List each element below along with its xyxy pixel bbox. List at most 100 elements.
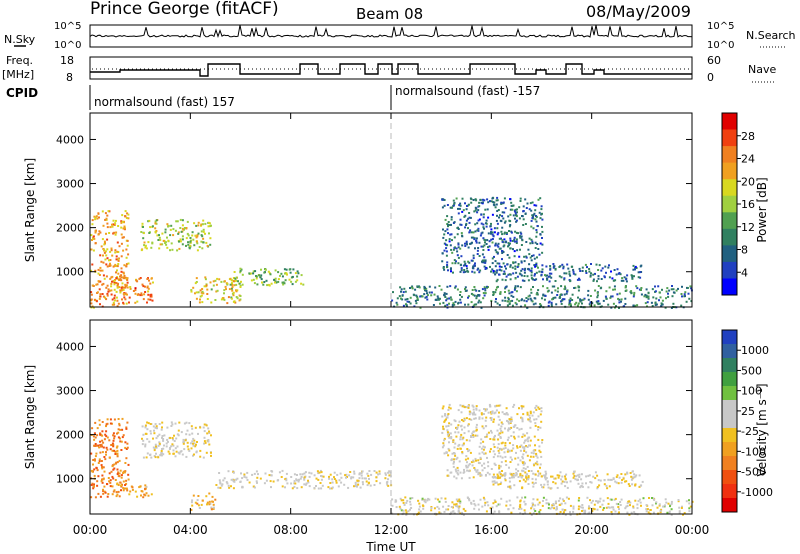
echo-cell (550, 303, 553, 306)
echo-cell (105, 430, 108, 433)
echo-cell (126, 421, 129, 424)
echo-cell (164, 242, 167, 244)
echo-cell (587, 298, 590, 301)
echo-cell (471, 267, 474, 270)
echo-cell (232, 487, 235, 490)
echo-cell (482, 496, 485, 499)
echo-cell (116, 449, 119, 452)
echo-cell (653, 498, 656, 501)
echo-cell (611, 295, 614, 298)
colorbar-swatch (722, 162, 737, 180)
echo-cell (541, 243, 544, 246)
echo-cell (101, 210, 104, 213)
echo-cell (454, 285, 457, 288)
echo-cell (90, 496, 93, 499)
echo-cell (444, 218, 447, 221)
echo-cell (119, 469, 122, 472)
echo-cell (118, 495, 121, 498)
echo-cell (551, 475, 554, 478)
echo-cell (426, 499, 429, 502)
echo-cell (113, 281, 116, 284)
echo-cell (539, 197, 542, 200)
echo-cell (554, 477, 557, 480)
echo-cell (319, 469, 322, 472)
echo-cell (214, 279, 217, 282)
echo-cell (176, 445, 179, 448)
echo-cell (344, 474, 347, 477)
echo-cell (124, 283, 127, 286)
echo-cell (457, 256, 460, 259)
echo-cell (577, 302, 580, 305)
echo-cell (481, 253, 484, 256)
echo-cell (461, 438, 464, 441)
echo-cell (633, 473, 636, 476)
echo-cell (446, 474, 449, 477)
echo-cell (231, 289, 234, 292)
echo-cell (491, 257, 494, 260)
echo-cell (482, 427, 485, 430)
echo-cell (520, 416, 523, 419)
echo-cell (121, 214, 124, 217)
echo-cell (622, 279, 625, 282)
echo-cell (533, 204, 536, 207)
echo-cell (501, 233, 504, 236)
echo-cell (503, 211, 506, 214)
echo-cell (480, 201, 483, 204)
echo-cell (460, 232, 463, 235)
echo-cell (120, 449, 123, 451)
echo-cell (120, 440, 123, 443)
echo-cell (350, 477, 353, 480)
echo-cell (526, 411, 529, 414)
echo-cell (467, 406, 470, 409)
echo-cell (90, 452, 93, 455)
echo-cell (532, 214, 535, 217)
echo-cell (621, 277, 624, 280)
echo-cell (449, 296, 452, 299)
echo-cell (114, 233, 117, 236)
echo-cell (433, 293, 436, 296)
echo-cell (317, 478, 320, 481)
echo-cell (467, 270, 470, 273)
echo-cell (526, 202, 529, 205)
echo-cell (560, 302, 563, 305)
echo-cell (285, 268, 288, 271)
echo-cell (596, 291, 599, 294)
echo-cell (453, 202, 456, 205)
echo-cell (488, 473, 491, 476)
echo-cell (241, 283, 244, 286)
echo-cell (239, 270, 242, 272)
echo-cell (226, 482, 229, 485)
echo-cell (491, 241, 494, 244)
echo-cell (526, 437, 529, 440)
echo-cell (599, 479, 602, 482)
echo-cell (498, 247, 501, 250)
echo-cell (97, 212, 100, 215)
echo-cell (524, 223, 527, 225)
echo-cell (496, 455, 499, 458)
echo-cell (511, 476, 513, 479)
echo-cell (197, 232, 200, 235)
echo-cell (524, 198, 527, 201)
echo-cell (551, 285, 554, 288)
echo-cell (540, 407, 543, 410)
echo-cell (490, 232, 492, 235)
echo-cell (320, 487, 323, 490)
time-x-axis: 00:00 04:00 08:00 12:00 16:00 20:00 00:00 (73, 113, 709, 537)
echo-cell (509, 504, 512, 507)
echo-cell (537, 248, 540, 250)
echo-cell (479, 442, 482, 445)
echo-cell (464, 458, 467, 461)
echo-cell (501, 470, 503, 472)
echo-cell (508, 466, 510, 469)
echo-cell (303, 476, 306, 479)
echo-cell (495, 288, 498, 291)
echo-cell (683, 512, 686, 515)
echo-cell (652, 296, 655, 299)
echo-cell (445, 239, 448, 242)
echo-cell (496, 286, 498, 289)
echo-cell (568, 270, 571, 273)
echo-cell (356, 485, 358, 488)
echo-cell (464, 242, 466, 245)
echo-cell (178, 421, 181, 424)
echo-cell (409, 503, 412, 506)
